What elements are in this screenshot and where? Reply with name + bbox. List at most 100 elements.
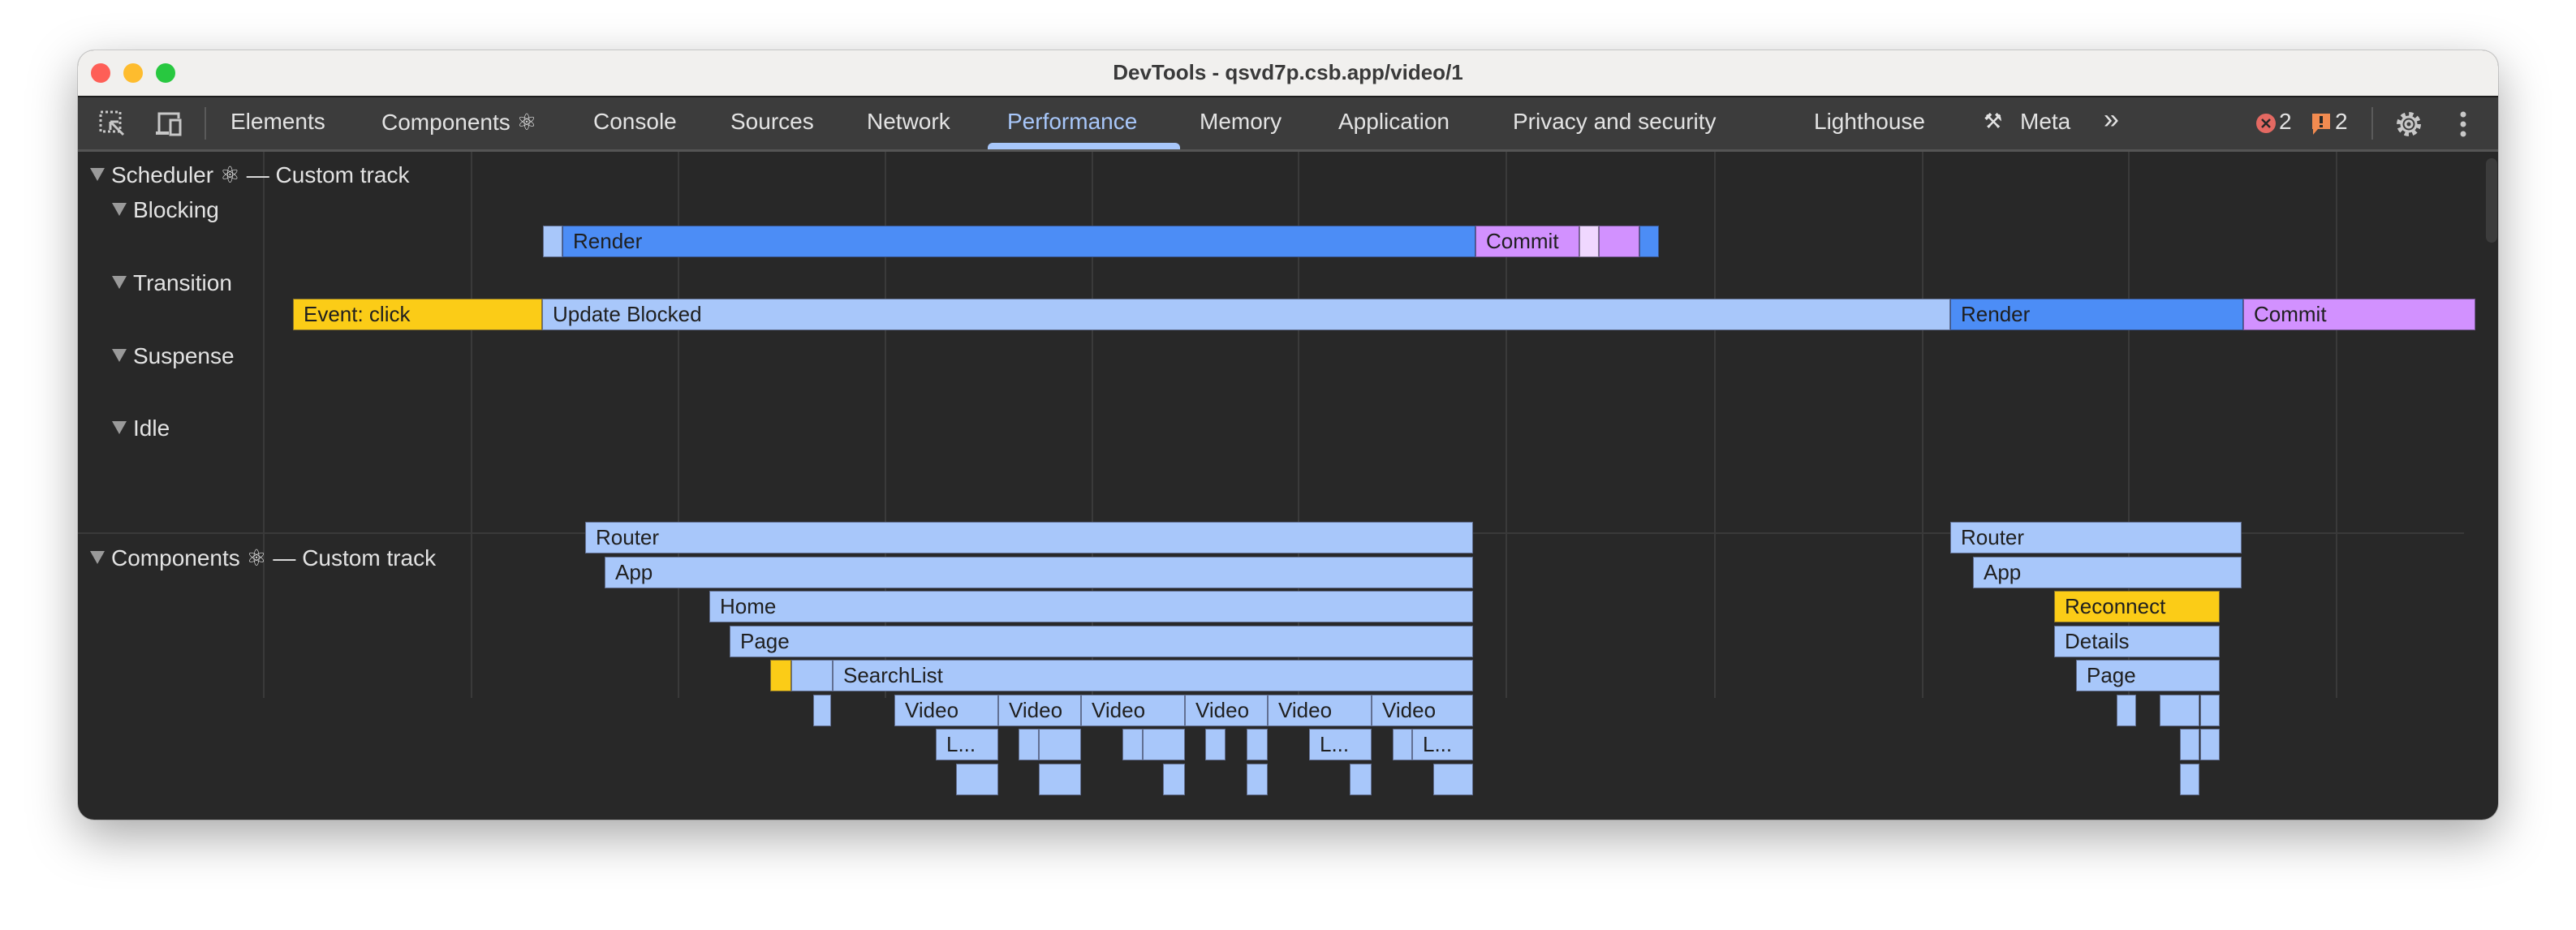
collapse-triangle-icon (112, 203, 127, 216)
components-track-header[interactable]: Components ⚛ — Custom track (90, 545, 436, 571)
devtools-toolbar: Elements Components ⚛ Console Sources Ne… (78, 97, 2498, 152)
component-bar-video[interactable]: Video (1185, 695, 1268, 726)
blocking-bar-render[interactable]: Render (562, 226, 1475, 257)
transition-bar-render[interactable]: Render (1950, 299, 2243, 330)
lane-label: Transition (133, 270, 232, 295)
component-bar[interactable] (2200, 729, 2220, 760)
tab-sources[interactable]: Sources (730, 109, 814, 134)
component-bar[interactable] (813, 695, 831, 726)
component-bar[interactable] (1205, 729, 1226, 760)
lane-suspense[interactable]: Suspense (112, 343, 235, 369)
tab-elements[interactable]: Elements (230, 109, 325, 134)
component-bar-page[interactable]: Page (730, 626, 1473, 657)
component-bar[interactable] (1393, 729, 1412, 760)
inspect-element-icon[interactable] (99, 110, 127, 138)
component-bar[interactable] (1247, 729, 1268, 760)
blocking-bar-commit[interactable]: Commit (1475, 226, 1579, 257)
devtools-window: DevTools - qsvd7p.csb.app/video/1 Elemen… (78, 50, 2498, 820)
active-tab-indicator (988, 143, 1180, 149)
component-bar[interactable] (2180, 764, 2199, 795)
component-bar[interactable] (1350, 764, 1372, 795)
window-title: DevTools - qsvd7p.csb.app/video/1 (1113, 60, 1463, 84)
lane-label: Idle (133, 415, 170, 441)
blocking-bar-segment[interactable] (1579, 226, 1599, 257)
tools-icon: ⚒ (1984, 109, 2003, 133)
blocking-bar-segment[interactable] (1639, 226, 1659, 257)
component-bar-video[interactable]: Video (1372, 695, 1473, 726)
component-bar-details[interactable]: Details (2054, 626, 2220, 657)
timeline-gridline (1714, 152, 1716, 698)
component-bar[interactable] (1247, 764, 1268, 795)
device-toolbar-icon[interactable] (154, 110, 185, 138)
blocking-bar-segment[interactable] (543, 226, 562, 257)
component-bar[interactable] (1433, 764, 1473, 795)
component-bar-video[interactable]: Video (1268, 695, 1372, 726)
component-bar-router[interactable]: Router (1950, 522, 2242, 553)
lane-idle[interactable]: Idle (112, 415, 170, 441)
tab-application[interactable]: Application (1338, 109, 1450, 134)
transition-bar-event-click[interactable]: Event: click (293, 299, 542, 330)
timeline-gridline (1092, 152, 1093, 698)
component-bar-home[interactable]: Home (709, 591, 1473, 622)
component-bar[interactable] (1019, 729, 1039, 760)
timeline-gridline (885, 152, 886, 698)
warnings-count: 2 (2335, 109, 2348, 134)
component-bar[interactable] (956, 764, 998, 795)
lane-transition[interactable]: Transition (112, 270, 232, 296)
component-bar-l[interactable]: L... (1309, 729, 1372, 760)
component-bar[interactable] (1122, 729, 1143, 760)
more-tabs-chevron-icon[interactable]: » (2104, 104, 2119, 135)
close-window-button[interactable] (91, 63, 110, 83)
collapse-triangle-icon (90, 551, 105, 564)
component-bar-reconnect[interactable]: Reconnect (2054, 591, 2220, 622)
more-options-icon[interactable] (2459, 110, 2467, 138)
component-bar-searchlist[interactable]: SearchList (833, 660, 1473, 691)
component-bar-l[interactable]: L... (936, 729, 998, 760)
vertical-scrollbar[interactable] (2486, 158, 2497, 243)
blocking-bar-segment[interactable] (1599, 226, 1639, 257)
transition-bar-update-blocked[interactable]: Update Blocked (542, 299, 1950, 330)
component-bar[interactable] (1163, 764, 1185, 795)
component-bar-page[interactable]: Page (2076, 660, 2220, 691)
components-track-title: Components ⚛ — Custom track (111, 545, 437, 570)
tab-performance[interactable]: Performance (1007, 109, 1138, 134)
component-bar[interactable] (1143, 729, 1185, 760)
scheduler-track-title: Scheduler ⚛ — Custom track (111, 162, 410, 187)
component-bar-video[interactable]: Video (1081, 695, 1185, 726)
component-bar-router[interactable]: Router (585, 522, 1473, 553)
component-bar-video[interactable]: Video (998, 695, 1081, 726)
tab-memory[interactable]: Memory (1200, 109, 1282, 134)
lane-blocking[interactable]: Blocking (112, 197, 219, 223)
component-bar[interactable] (1039, 729, 1081, 760)
component-bar[interactable] (1039, 764, 1081, 795)
timeline-gridline (1506, 152, 1507, 698)
component-bar[interactable] (2160, 695, 2199, 726)
tab-lighthouse[interactable]: Lighthouse (1814, 109, 1926, 134)
tab-components[interactable]: Components ⚛ (381, 110, 537, 135)
component-bar-l[interactable]: L... (1412, 729, 1473, 760)
collapse-triangle-icon (112, 349, 127, 362)
warning-icon (2312, 114, 2330, 135)
collapse-triangle-icon (90, 168, 105, 181)
scheduler-track-header[interactable]: Scheduler ⚛ — Custom track (90, 161, 409, 188)
component-bar[interactable] (2180, 729, 2199, 760)
component-bar[interactable] (770, 660, 791, 691)
maximize-window-button[interactable] (156, 63, 175, 83)
tab-console[interactable]: Console (593, 109, 677, 134)
settings-gear-icon[interactable] (2393, 109, 2424, 140)
tab-network[interactable]: Network (867, 109, 950, 134)
component-bar-video[interactable]: Video (894, 695, 998, 726)
component-bar[interactable] (791, 660, 833, 691)
transition-bar-commit[interactable]: Commit (2243, 299, 2475, 330)
component-bar-app[interactable]: App (605, 557, 1473, 588)
component-bar-app[interactable]: App (1973, 557, 2242, 588)
component-bar[interactable] (2117, 695, 2136, 726)
tab-privacy-and-security[interactable]: Privacy and security (1513, 109, 1717, 134)
error-icon (2256, 114, 2276, 133)
lane-label: Blocking (133, 197, 219, 222)
collapse-triangle-icon (112, 421, 127, 434)
performance-timeline[interactable]: Scheduler ⚛ — Custom track Blocking Tran… (78, 152, 2498, 820)
minimize-window-button[interactable] (123, 63, 143, 83)
timeline-gridline (2128, 152, 2130, 698)
component-bar[interactable] (2200, 695, 2220, 726)
